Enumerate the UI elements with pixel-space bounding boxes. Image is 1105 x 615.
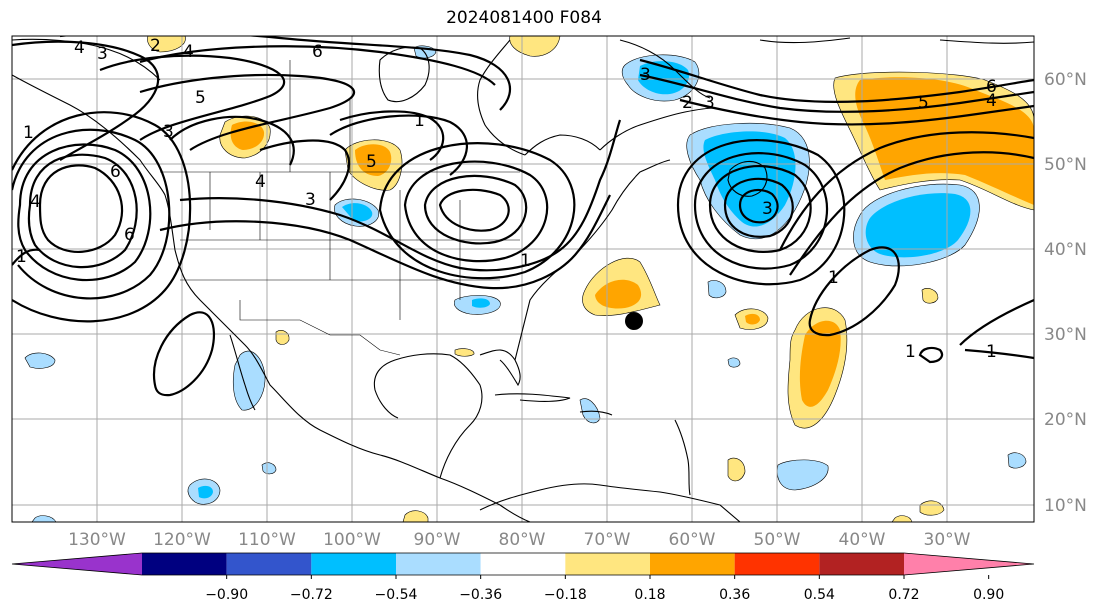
colorbar-segment — [650, 553, 735, 575]
contour-label: 2 — [150, 36, 161, 56]
lon-label: 100°W — [323, 530, 381, 550]
colorbar-segment — [396, 553, 481, 575]
contour-label: 6 — [110, 162, 121, 182]
colorbar-tick-label: −0.18 — [544, 587, 587, 603]
contour-label: 3 — [305, 190, 316, 210]
lon-label: 90°W — [414, 530, 461, 550]
colorbar-tick-label: −0.72 — [290, 587, 333, 603]
lon-label: 110°W — [238, 530, 296, 550]
contour-label: 4 — [986, 91, 997, 111]
contour-label: 1 — [23, 123, 34, 143]
map-frame — [11, 35, 1035, 523]
contour-label: 1 — [414, 111, 425, 131]
contour-label: 4 — [30, 192, 41, 212]
contour-label: 4 — [74, 38, 85, 58]
colorbar-segment — [311, 553, 396, 575]
lat-label: 30°N — [1044, 325, 1087, 345]
lat-label: 10°N — [1044, 496, 1087, 516]
lon-label: 80°W — [499, 530, 546, 550]
contour-label: 3 — [163, 122, 174, 142]
contour-label: 1 — [520, 251, 531, 271]
contour-label: 5 — [195, 88, 206, 108]
lon-label: 130°W — [68, 530, 126, 550]
colorbar-tick-label: 0.36 — [719, 587, 750, 603]
longitude-labels: 130°W 120°W 110°W 100°W 90°W 80°W 70°W 6… — [68, 530, 971, 550]
lon-label: 60°W — [669, 530, 716, 550]
storm-position-marker — [625, 312, 643, 330]
contour-label: 1 — [16, 247, 27, 267]
colorbar-tick-label: 0.72 — [888, 587, 919, 603]
colorbar-tick-label: −0.36 — [459, 587, 502, 603]
contour-label: 2 — [682, 93, 693, 113]
contour-label: 6 — [312, 42, 323, 62]
contour-label: 3 — [640, 65, 651, 85]
colorbar-tick-label: 0.54 — [804, 587, 835, 603]
political-borders — [160, 60, 520, 356]
colorbar-tick-label: 0.18 — [634, 587, 665, 603]
contour-label-group: 4 3 2 4 6 5 3 4 1 3 1 6 1 1 5 6 4 6 3 2 … — [16, 36, 997, 362]
map-title: 2024081400 F084 — [446, 8, 602, 28]
lon-label: 50°W — [754, 530, 801, 550]
contour-label: 3 — [97, 44, 108, 64]
lat-label: 60°N — [1044, 70, 1087, 90]
contour-label: 5 — [918, 93, 929, 113]
colorbar-tick-label: −0.54 — [375, 587, 418, 603]
contour-label: 6 — [124, 225, 135, 245]
colorbar-segment — [819, 553, 904, 575]
colorbar-segment — [226, 553, 312, 575]
contour-label: 3 — [762, 199, 773, 219]
lat-label: 20°N — [1044, 410, 1087, 430]
lat-label: 50°N — [1044, 155, 1087, 175]
colorbar-segment — [734, 553, 820, 575]
coastlines — [12, 37, 1034, 522]
contour-label: 4 — [183, 42, 194, 62]
contour-label: 5 — [366, 152, 377, 172]
colorbar: −0.90 −0.72 −0.54 −0.36 −0.18 0.18 0.36 0.54 0.7… — [11, 552, 1035, 603]
contour-label: 4 — [255, 172, 266, 192]
colorbar-segment — [142, 553, 227, 575]
colorbar-extend-high — [904, 553, 1034, 575]
colorbar-tick-label: 0.90 — [973, 587, 1004, 603]
lat-label: 40°N — [1044, 240, 1087, 260]
contour-label: 3 — [704, 93, 715, 113]
lon-label: 120°W — [153, 530, 211, 550]
colorbar-segment — [480, 553, 566, 575]
lon-label: 40°W — [839, 530, 886, 550]
colorbar-extend-low — [12, 553, 142, 575]
lon-label: 30°W — [924, 530, 971, 550]
contour-label: 1 — [986, 342, 997, 362]
lon-label: 70°W — [584, 530, 631, 550]
contour-label: 6 — [986, 77, 997, 97]
colorbar-tick-label: −0.90 — [205, 587, 248, 603]
colorbar-outline — [11, 552, 1035, 576]
contour-label: 1 — [905, 342, 916, 362]
colorbar-segment — [565, 553, 650, 575]
contour-label: 1 — [828, 268, 839, 288]
height-contours — [12, 36, 1034, 397]
latitude-labels: 60°N 50°N 40°N 30°N 20°N 10°N — [1044, 70, 1087, 516]
